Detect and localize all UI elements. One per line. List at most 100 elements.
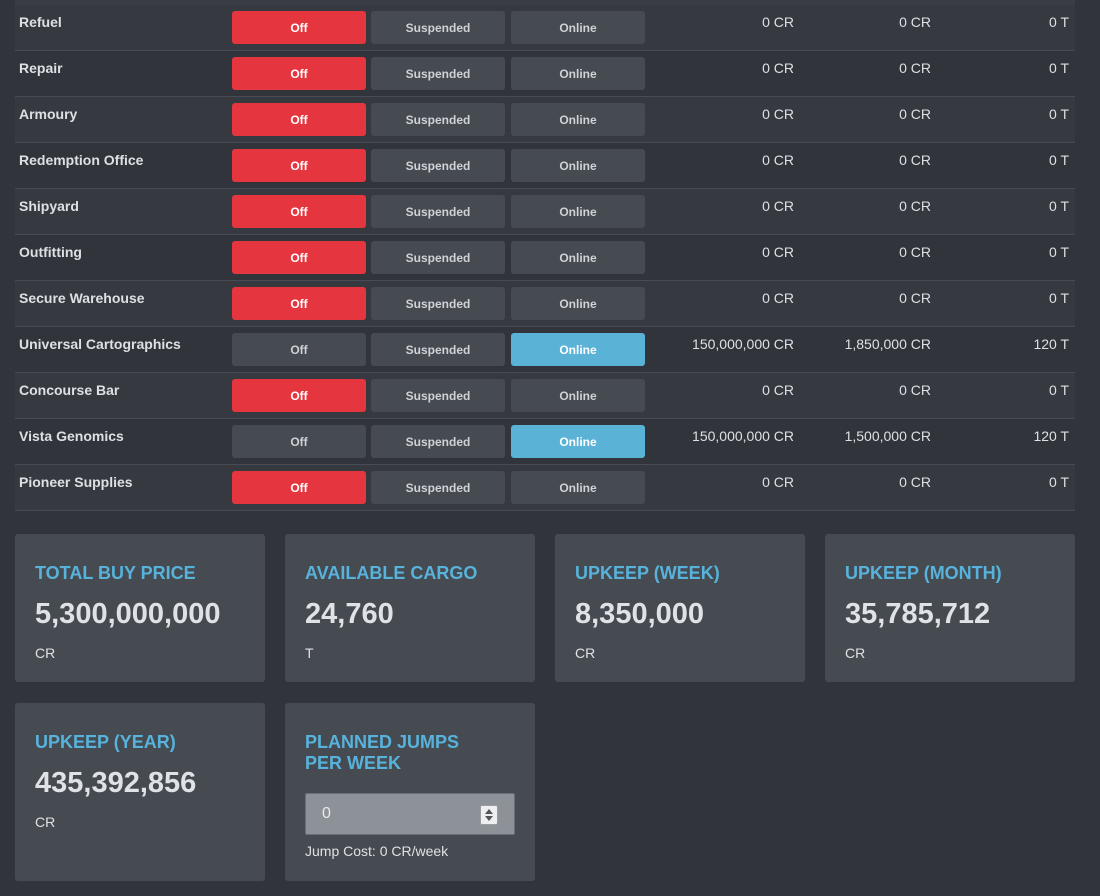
card-title-line2: PER WEEK — [305, 753, 402, 773]
table-row: Vista Genomics Off Suspended Online 150,000,… — [15, 419, 1075, 465]
online-button[interactable]: Online — [511, 471, 645, 504]
cargo-tonnage: 0 T — [1049, 474, 1069, 490]
off-button[interactable]: Off — [232, 379, 366, 412]
suspended-button[interactable]: Suspended — [371, 287, 505, 320]
off-button[interactable]: Off — [232, 103, 366, 136]
spinner-arrows[interactable] — [480, 805, 498, 825]
card-unit: T — [305, 645, 314, 661]
buy-price: 0 CR — [762, 60, 794, 76]
module-name: Outfitting — [19, 244, 82, 260]
buy-price: 0 CR — [762, 106, 794, 122]
table-row: Universal Cartographics Off Suspended Onlin… — [15, 327, 1075, 373]
module-name: Refuel — [19, 14, 62, 30]
online-button[interactable]: Online — [511, 57, 645, 90]
online-button[interactable]: Online — [511, 103, 645, 136]
online-button[interactable]: Online — [511, 287, 645, 320]
card-value: 35,785,712 — [845, 598, 991, 630]
spinner-down-icon[interactable] — [485, 816, 493, 821]
suspended-button[interactable]: Suspended — [371, 57, 505, 90]
buy-price: 150,000,000 CR — [692, 428, 794, 444]
buy-price: 0 CR — [762, 244, 794, 260]
cargo-tonnage: 0 T — [1049, 290, 1069, 306]
table-row: Pioneer Supplies Off Suspended Online 0 CR 0 … — [15, 465, 1075, 511]
card-title: UPKEEP (YEAR) — [35, 732, 176, 752]
upkeep-cost: 0 CR — [899, 60, 931, 76]
online-button[interactable]: Online — [511, 379, 645, 412]
cargo-tonnage: 0 T — [1049, 382, 1069, 398]
card-value: 5,300,000,000 — [35, 598, 221, 630]
suspended-button[interactable]: Suspended — [371, 379, 505, 412]
card-unit: CR — [575, 645, 596, 661]
upkeep-cost: 0 CR — [899, 198, 931, 214]
cargo-tonnage: 0 T — [1049, 244, 1069, 260]
module-name: Pioneer Supplies — [19, 474, 133, 490]
off-button[interactable]: Off — [232, 11, 366, 44]
online-button[interactable]: Online — [511, 149, 645, 182]
upkeep-month-card: UPKEEP (MONTH) 35,785,712 CR — [825, 534, 1075, 682]
off-button[interactable]: Off — [232, 149, 366, 182]
cargo-tonnage: 0 T — [1049, 106, 1069, 122]
jump-cost-text: Jump Cost: 0 CR/week — [305, 843, 449, 859]
module-name: Concourse Bar — [19, 382, 120, 398]
table-row: Refuel Off Suspended Online 0 CR 0 CR 0 T — [15, 5, 1075, 51]
spinner-up-icon[interactable] — [485, 809, 493, 814]
upkeep-cost: 0 CR — [899, 106, 931, 122]
suspended-button[interactable]: Suspended — [371, 195, 505, 228]
upkeep-cost: 0 CR — [899, 382, 931, 398]
module-name: Universal Cartographics — [19, 336, 181, 352]
suspended-button[interactable]: Suspended — [371, 333, 505, 366]
card-value: 435,392,856 — [35, 767, 197, 799]
card-unit: CR — [845, 645, 866, 661]
suspended-button[interactable]: Suspended — [371, 149, 505, 182]
card-title: UPKEEP (WEEK) — [575, 563, 720, 583]
suspended-button[interactable]: Suspended — [371, 11, 505, 44]
card-title: TOTAL BUY PRICE — [35, 563, 196, 583]
table-row: Concourse Bar Off Suspended Online 0 CR 0 CR 0… — [15, 373, 1075, 419]
buy-price: 0 CR — [762, 152, 794, 168]
buy-price: 150,000,000 CR — [692, 336, 794, 352]
card-unit: CR — [35, 814, 56, 830]
online-button[interactable]: Online — [511, 425, 645, 458]
upkeep-cost: 0 CR — [899, 152, 931, 168]
online-button[interactable]: Online — [511, 333, 645, 366]
upkeep-week-card: UPKEEP (WEEK) 8,350,000 CR — [555, 534, 805, 682]
module-name: Redemption Office — [19, 152, 144, 168]
off-button[interactable]: Off — [232, 425, 366, 458]
upkeep-year-card: UPKEEP (YEAR) 435,392,856 CR — [15, 703, 265, 881]
card-value: 24,760 — [305, 598, 394, 630]
buy-price: 0 CR — [762, 198, 794, 214]
cargo-tonnage: 0 T — [1049, 198, 1069, 214]
buy-price: 0 CR — [762, 382, 794, 398]
planned-jumps-input[interactable]: 0 — [305, 793, 515, 835]
card-title-line1: PLANNED JUMPS — [305, 732, 460, 752]
upkeep-cost: 0 CR — [899, 244, 931, 260]
cargo-tonnage: 0 T — [1049, 14, 1069, 30]
off-button[interactable]: Off — [232, 333, 366, 366]
online-button[interactable]: Online — [511, 241, 645, 274]
suspended-button[interactable]: Suspended — [371, 425, 505, 458]
table-row: Repair Off Suspended Online 0 CR 0 CR 0 T — [15, 51, 1075, 97]
module-name: Vista Genomics — [19, 428, 124, 444]
off-button[interactable]: Off — [232, 471, 366, 504]
off-button[interactable]: Off — [232, 57, 366, 90]
buy-price: 0 CR — [762, 14, 794, 30]
modules-table: Refuel Off Suspended Online 0 CR 0 CR 0 T Repai… — [15, 5, 1075, 511]
card-value: 8,350,000 — [575, 598, 705, 630]
suspended-button[interactable]: Suspended — [371, 103, 505, 136]
suspended-button[interactable]: Suspended — [371, 241, 505, 274]
online-button[interactable]: Online — [511, 195, 645, 228]
module-name: Secure Warehouse — [19, 290, 145, 306]
off-button[interactable]: Off — [232, 287, 366, 320]
off-button[interactable]: Off — [232, 241, 366, 274]
suspended-button[interactable]: Suspended — [371, 471, 505, 504]
buy-price: 0 CR — [762, 290, 794, 306]
table-row: Armoury Off Suspended Online 0 CR 0 CR 0 T — [15, 97, 1075, 143]
buy-price: 0 CR — [762, 474, 794, 490]
upkeep-cost: 1,500,000 CR — [844, 428, 931, 444]
cargo-tonnage: 0 T — [1049, 60, 1069, 76]
table-row: Secure Warehouse Off Suspended Online 0 CR 0 … — [15, 281, 1075, 327]
online-button[interactable]: Online — [511, 11, 645, 44]
planned-jumps-value: 0 — [322, 805, 331, 822]
total-buy-price-card: TOTAL BUY PRICE 5,300,000,000 CR — [15, 534, 265, 682]
off-button[interactable]: Off — [232, 195, 366, 228]
